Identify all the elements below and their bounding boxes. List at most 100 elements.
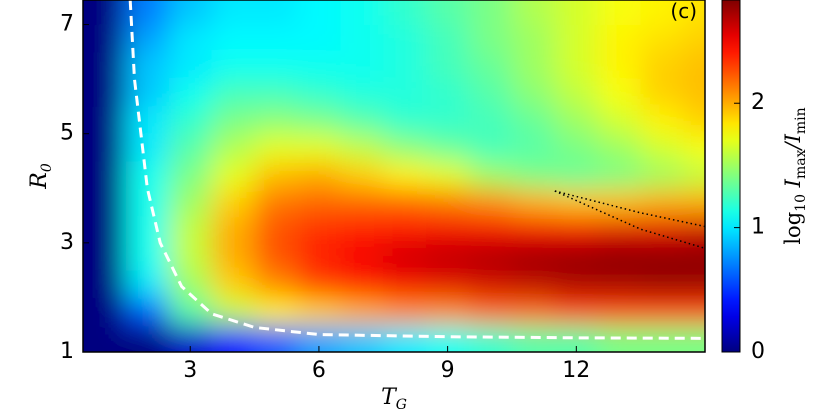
contour-line bbox=[128, 0, 705, 340]
heat-cell bbox=[554, 51, 599, 80]
heat-cell bbox=[168, 51, 213, 80]
heat-cell bbox=[383, 106, 427, 135]
heat-cell bbox=[383, 324, 427, 352]
heat-cell bbox=[254, 133, 298, 162]
heat-cell bbox=[297, 297, 341, 326]
heat-cell bbox=[254, 24, 298, 53]
plot-frame bbox=[82, 0, 706, 353]
heat-cell bbox=[125, 215, 170, 244]
heat-cell bbox=[426, 79, 470, 107]
heat-cell bbox=[511, 79, 556, 107]
heat-cell bbox=[340, 24, 384, 53]
heat-cell bbox=[511, 0, 556, 26]
heat-cell bbox=[297, 215, 341, 244]
heat-cell bbox=[83, 324, 127, 352]
heat-cell bbox=[83, 297, 127, 326]
heat-cell bbox=[340, 79, 384, 107]
heat-cell bbox=[340, 0, 384, 26]
heat-cell bbox=[254, 106, 298, 135]
heat-cell bbox=[683, 188, 705, 217]
heat-cell bbox=[597, 24, 642, 53]
heat-cell bbox=[211, 24, 256, 53]
heat-cell bbox=[511, 106, 556, 135]
heat-cell bbox=[469, 51, 513, 80]
heat-cell bbox=[383, 133, 427, 162]
x-tick-label: 9 bbox=[441, 358, 455, 383]
heat-cell bbox=[83, 160, 127, 189]
heat-cell bbox=[125, 133, 170, 162]
y-tick-label: 7 bbox=[60, 12, 74, 37]
heat-cell bbox=[469, 215, 513, 244]
heat-cell bbox=[340, 270, 384, 298]
heat-cell bbox=[511, 188, 556, 217]
heat-cell bbox=[426, 215, 470, 244]
heat-cell bbox=[597, 215, 642, 244]
contour-lines bbox=[128, 0, 705, 340]
heat-cell bbox=[254, 188, 298, 217]
heat-cell bbox=[254, 79, 298, 107]
heat-cell bbox=[511, 51, 556, 80]
heat-cell bbox=[511, 215, 556, 244]
heat-cell bbox=[168, 188, 213, 217]
heat-cell bbox=[426, 106, 470, 135]
heat-cell bbox=[469, 242, 513, 271]
heat-cell bbox=[554, 106, 599, 135]
heat-cell bbox=[168, 79, 213, 107]
heat-cell bbox=[640, 215, 685, 244]
heat-cell bbox=[683, 215, 705, 244]
heat-cell bbox=[511, 242, 556, 271]
y-axis-label: R0 bbox=[27, 163, 55, 190]
heat-cell bbox=[211, 79, 256, 107]
heat-cell bbox=[168, 106, 213, 135]
heat-cell bbox=[297, 188, 341, 217]
heat-cell bbox=[340, 324, 384, 352]
heatmap bbox=[83, 0, 705, 352]
heat-cell bbox=[168, 133, 213, 162]
heat-cell bbox=[683, 297, 705, 326]
heat-cell bbox=[297, 0, 341, 26]
heat-cell bbox=[683, 0, 705, 26]
cells bbox=[83, 0, 705, 352]
y-tick-label: 1 bbox=[60, 339, 74, 364]
heat-cell bbox=[640, 188, 685, 217]
heat-cell bbox=[168, 0, 213, 26]
heat-cell bbox=[383, 79, 427, 107]
heat-cell bbox=[297, 79, 341, 107]
heat-cell bbox=[640, 79, 685, 107]
heat-cell bbox=[211, 0, 256, 26]
heat-cell bbox=[683, 79, 705, 107]
heat-cell bbox=[254, 270, 298, 298]
colorbar bbox=[721, 0, 741, 353]
heat-cell bbox=[511, 270, 556, 298]
heat-cell bbox=[340, 133, 384, 162]
heat-cell bbox=[426, 270, 470, 298]
heat-cell bbox=[211, 160, 256, 189]
heat-cell bbox=[683, 106, 705, 135]
colorbar-label-part: max bbox=[793, 149, 809, 179]
heat-cell bbox=[383, 215, 427, 244]
heat-cell bbox=[597, 106, 642, 135]
heat-cell bbox=[554, 270, 599, 298]
heat-cell bbox=[297, 51, 341, 80]
colorbar-label-part: min bbox=[793, 107, 809, 134]
heat-cell bbox=[554, 160, 599, 189]
heat-cell bbox=[640, 270, 685, 298]
heat-cell bbox=[340, 160, 384, 189]
colorbar-label-part: log bbox=[781, 212, 805, 245]
x-tick-label: 12 bbox=[562, 358, 590, 383]
heat-cell bbox=[511, 324, 556, 352]
heat-cell bbox=[254, 242, 298, 271]
heat-cell bbox=[469, 160, 513, 189]
heat-cell bbox=[597, 0, 642, 26]
heat-cell bbox=[125, 242, 170, 271]
heat-cell bbox=[297, 160, 341, 189]
heat-cell bbox=[383, 51, 427, 80]
heat-cell bbox=[469, 270, 513, 298]
heat-cell bbox=[83, 270, 127, 298]
heat-cell bbox=[426, 51, 470, 80]
heat-cell bbox=[597, 297, 642, 326]
heat-cell bbox=[426, 24, 470, 53]
heat-cell bbox=[597, 270, 642, 298]
heat-cell bbox=[554, 215, 599, 244]
